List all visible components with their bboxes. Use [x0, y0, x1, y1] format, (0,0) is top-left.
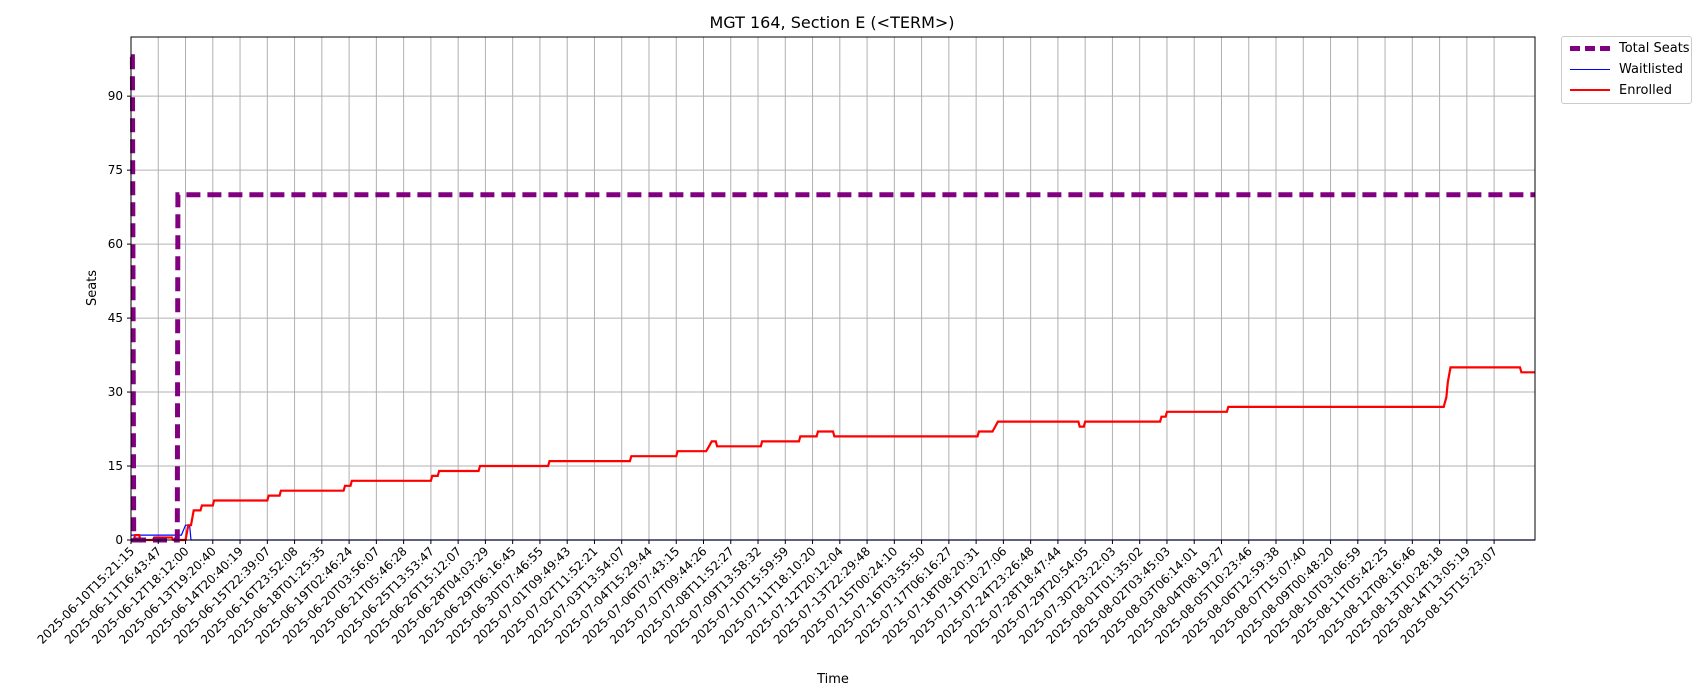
x-axis: 2025-06-10T15:21:152025-06-11T16:43:4720…: [35, 540, 1500, 647]
series-line-waitlisted: [131, 524, 1535, 541]
y-tick-label: 90: [108, 89, 123, 103]
y-tick-label: 60: [108, 237, 123, 251]
y-axis-label: Seats: [85, 270, 100, 306]
y-tick-label: 45: [108, 311, 123, 325]
legend-label-total-seats: Total Seats: [1619, 41, 1690, 56]
series-layer: [129, 54, 1535, 543]
legend-swatch-waitlisted: [1570, 69, 1610, 70]
legend: Total Seats Waitlisted Enrolled: [1561, 36, 1692, 104]
legend-label-waitlisted: Waitlisted: [1619, 62, 1684, 77]
legend-swatch-enrolled: [1570, 89, 1610, 91]
y-axis: 0 15 30 45 60 75 90: [108, 89, 131, 547]
y-tick-label: 15: [108, 459, 123, 473]
x-axis-label: Time: [816, 672, 849, 687]
legend-item-total-seats: Total Seats: [1562, 39, 1691, 59]
y-tick-label: 75: [108, 163, 123, 177]
plot-frame: [130, 36, 1536, 541]
legend-swatch-total-seats: [1570, 46, 1610, 51]
legend-label-enrolled: Enrolled: [1619, 83, 1672, 98]
series-line-enrolled: [131, 366, 1535, 542]
chart-title: MGT 164, Section E (<TERM>): [709, 13, 954, 32]
y-tick-label: 30: [108, 385, 123, 399]
legend-item-enrolled: Enrolled: [1562, 81, 1691, 101]
legend-item-waitlisted: Waitlisted: [1562, 60, 1691, 80]
y-tick-label: 0: [115, 533, 123, 547]
series-line-total-seats: [129, 54, 1535, 543]
grid: [130, 37, 1535, 541]
